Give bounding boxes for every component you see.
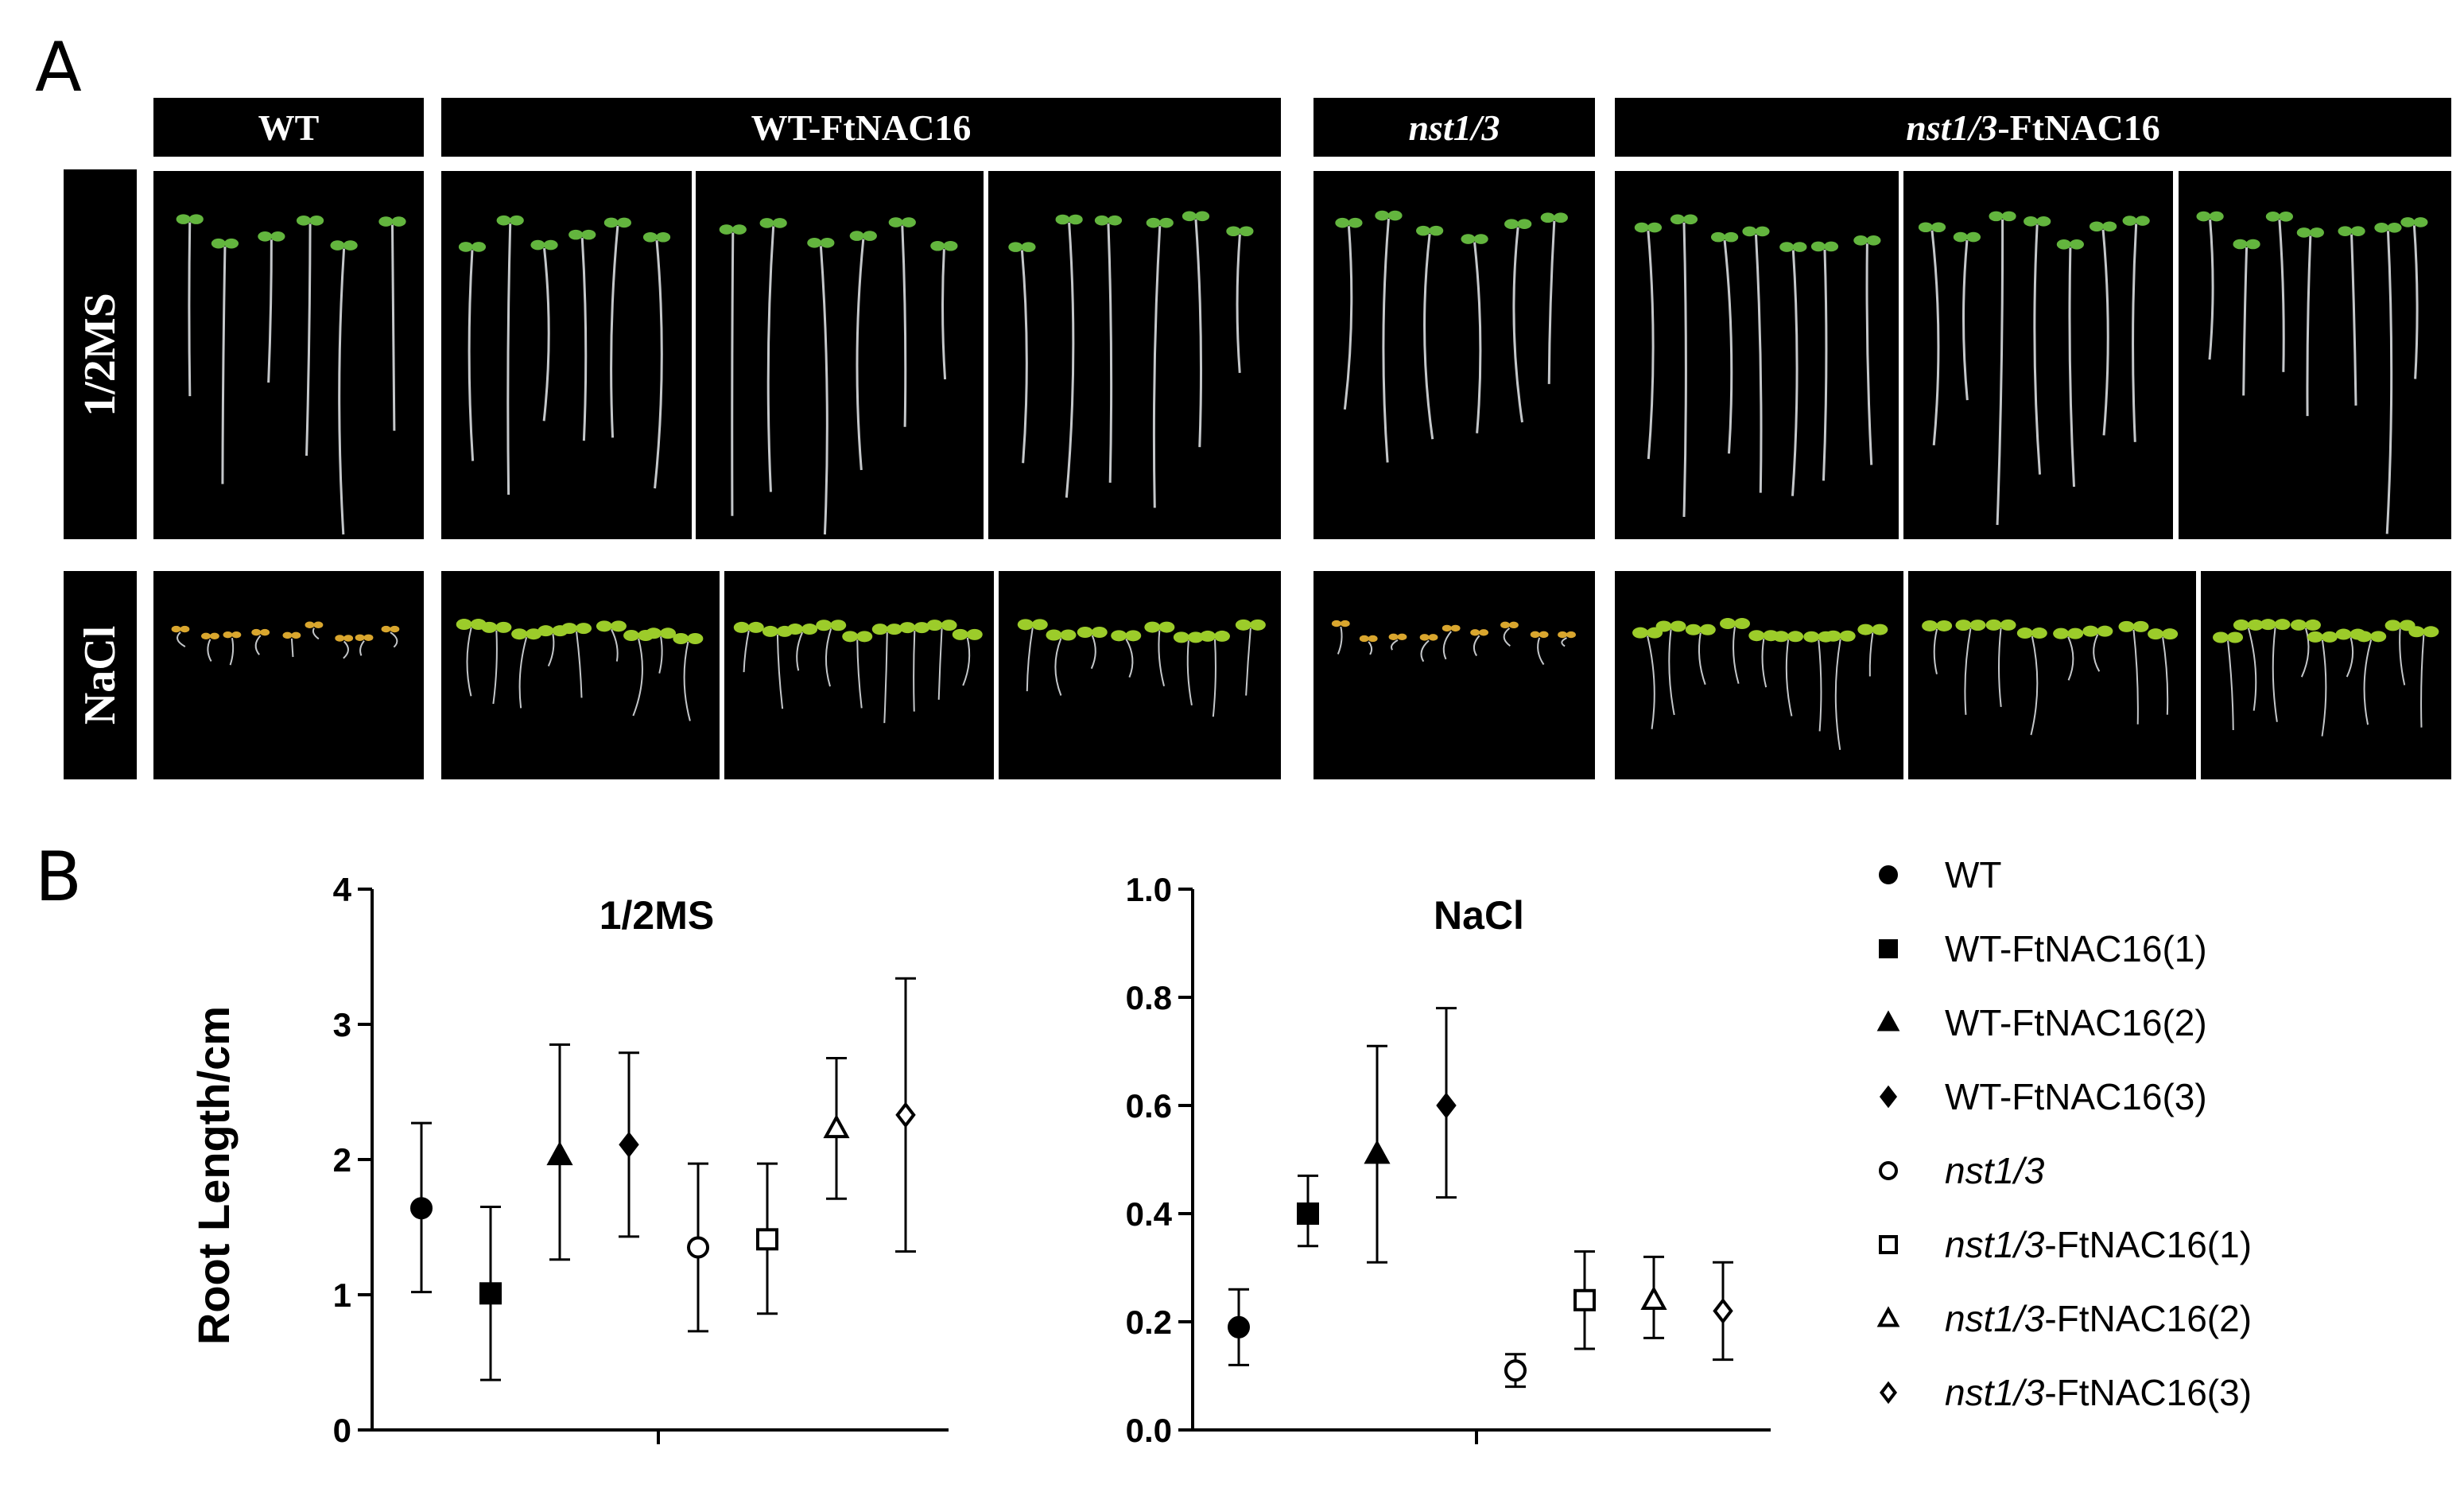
seedling-photo-ms-wt [1313, 171, 1595, 539]
panel-b-label: B [35, 837, 82, 917]
seedling-photo-ms-ox [2179, 171, 2451, 539]
seedling-photo-nacl-wt [1313, 571, 1595, 779]
legend-label-7: nst1/3-FtNAC16(3) [1945, 1372, 2252, 1413]
chart1-point-1 [1297, 1202, 1319, 1225]
chart1-y-tick-label-5: 1.0 [1126, 871, 1172, 908]
chart1-y-tick-label-0: 0.0 [1126, 1412, 1172, 1449]
panel-a-label: A [35, 28, 82, 107]
header-nst13-ftnac16-italic: nst1/3 [1906, 107, 1998, 148]
legend-marker-7 [1879, 1381, 1898, 1404]
seedling-photo-ms-ox [696, 171, 984, 539]
legend-label-6-part-1: -FtNAC16(2) [2044, 1298, 2252, 1339]
legend-label-6: nst1/3-FtNAC16(2) [1945, 1298, 2252, 1339]
row-label-ms: 1/2MS [64, 169, 137, 539]
seedling-photo-ms-ox [1903, 171, 2173, 539]
header-nst13: nst1/3 [1313, 98, 1595, 157]
seedling-photo-nacl-ox [1908, 571, 2196, 779]
legend-label-4: nst1/3 [1945, 1150, 2045, 1191]
legend-marker-5 [1879, 1235, 1898, 1254]
legend-label-1-part-0: WT-FtNAC16(1) [1945, 928, 2207, 969]
chart0-point-7 [895, 1101, 916, 1129]
row-label-nacl: NaCl [64, 571, 137, 779]
header-nst13-text: nst1/3 [1408, 107, 1500, 148]
header-wt-ftnac16: WT-FtNAC16 [441, 98, 1281, 157]
legend-label-5-part-1: -FtNAC16(1) [2044, 1224, 2252, 1265]
header-wt-text: WT [258, 107, 320, 148]
legend-label-7-part-1: -FtNAC16(3) [2044, 1372, 2252, 1413]
seedling-photo-nacl-ox [2201, 571, 2451, 779]
chart0-point-5 [756, 1228, 778, 1251]
chart0-point-2 [546, 1140, 573, 1166]
legend-label-0-part-0: WT [1945, 854, 2002, 896]
legend-label-5: nst1/3-FtNAC16(1) [1945, 1224, 2252, 1265]
chart0-title: 1/2MS [600, 893, 715, 938]
legend-marker-3 [1879, 1085, 1898, 1109]
seedling-photo-ms-ox [441, 171, 692, 539]
legend-label-1: WT-FtNAC16(1) [1945, 928, 2207, 969]
legend-label-2: WT-FtNAC16(2) [1945, 1002, 2207, 1043]
seedling-photo-ms-ox [1615, 171, 1899, 539]
chart0-point-6 [823, 1113, 850, 1139]
chart1-point-3 [1436, 1092, 1457, 1119]
legend-label-4-part-0: nst1/3 [1945, 1150, 2045, 1191]
chart0-y-tick-label-0: 0 [333, 1412, 351, 1449]
chart0-y-tick-label-3: 3 [333, 1006, 351, 1043]
header-nst13-ftnac16-suffix: -FtNAC16 [1997, 107, 2160, 148]
chart0-y-tick-label-4: 4 [333, 871, 352, 908]
seedling-photo-nacl-ox [1615, 571, 1903, 779]
legend-label-3: WT-FtNAC16(3) [1945, 1076, 2207, 1117]
chart0-point-3 [619, 1131, 639, 1158]
legend-label-5-part-0: nst1/3 [1945, 1224, 2045, 1265]
legend-label-3-part-0: WT-FtNAC16(3) [1945, 1076, 2207, 1117]
chart0-point-1 [479, 1282, 502, 1305]
chart1-y-tick-label-1: 0.2 [1126, 1303, 1172, 1341]
chart1-y-tick-label-3: 0.6 [1126, 1087, 1172, 1125]
legend-marker-1 [1879, 939, 1898, 958]
header-nst13-ftnac16: nst1/3 -FtNAC16 [1615, 98, 2451, 157]
legend-label-6-part-0: nst1/3 [1945, 1298, 2045, 1339]
legend-marker-0 [1879, 865, 1898, 884]
seedling-photo-ms-ox [988, 171, 1281, 539]
chart1-point-7 [1713, 1297, 1733, 1324]
chart1-point-4 [1504, 1359, 1527, 1382]
chart1-point-0 [1228, 1315, 1250, 1338]
chart1-title: NaCl [1434, 893, 1524, 938]
chart1-point-6 [1640, 1285, 1667, 1310]
chart1-y-tick-label-4: 0.8 [1126, 979, 1172, 1016]
chart0-y-label: Root Length/cm [188, 1006, 239, 1345]
seedling-photo-nacl-ox [724, 571, 994, 779]
seedling-photo-nacl-ox [441, 571, 720, 779]
seedling-photo-nacl-wt [153, 571, 424, 779]
legend-label-7-part-0: nst1/3 [1945, 1372, 2045, 1413]
chart0-point-4 [687, 1236, 709, 1259]
chart1-point-5 [1573, 1288, 1596, 1311]
legend-marker-6 [1876, 1306, 1900, 1327]
chart0-point-0 [410, 1197, 433, 1220]
legend-label-2-part-0: WT-FtNAC16(2) [1945, 1002, 2207, 1043]
legend-marker-4 [1879, 1161, 1898, 1180]
chart1-point-2 [1364, 1140, 1391, 1164]
header-wt: WT [153, 98, 424, 157]
header-wt-ftnac16-text: WT-FtNAC16 [751, 107, 972, 148]
legend-marker-2 [1876, 1010, 1900, 1031]
seedling-photo-ms-wt [153, 171, 424, 539]
chart0-y-tick-label-2: 2 [333, 1141, 351, 1179]
seedling-photo-nacl-ox [999, 571, 1281, 779]
chart1-y-tick-label-2: 0.4 [1126, 1195, 1173, 1233]
chart0-y-tick-label-1: 1 [333, 1276, 351, 1314]
legend-label-0: WT [1945, 854, 2002, 896]
